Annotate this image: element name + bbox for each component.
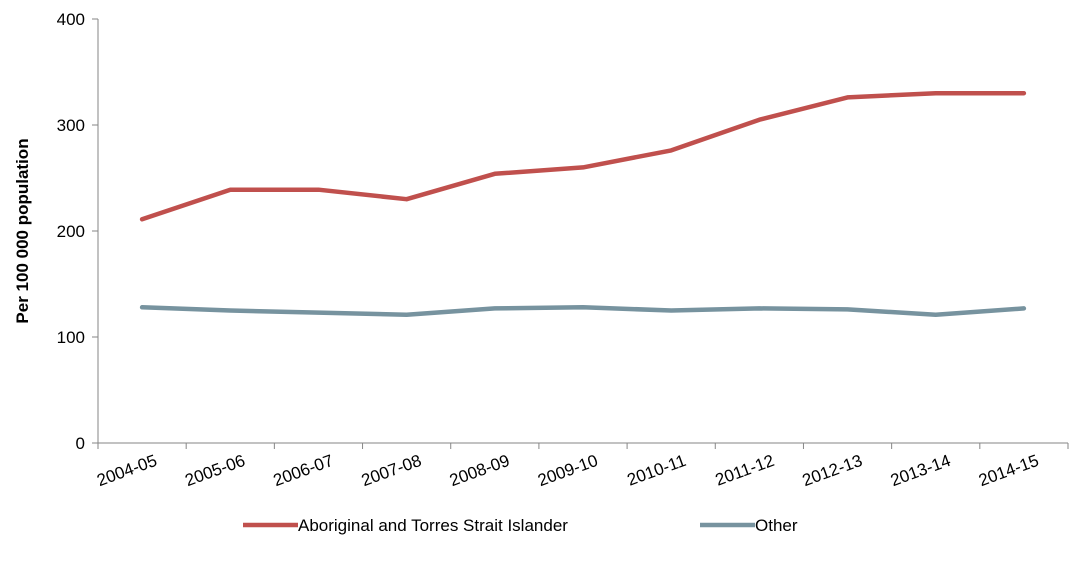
chart-axes (92, 18, 1069, 449)
y-tick-label: 100 (57, 328, 85, 347)
legend-label: Other (755, 516, 798, 535)
x-tick-label: 2014-15 (976, 451, 1041, 490)
x-tick-label: 2011-12 (713, 451, 777, 490)
x-tick-label: 2005-06 (183, 451, 248, 490)
chart-series (139, 90, 1027, 317)
x-tick-label: 2004-05 (94, 451, 159, 490)
x-tick-label: 2007-08 (359, 451, 424, 490)
y-tick-label: 400 (57, 10, 85, 29)
y-tick-label: 200 (57, 222, 85, 241)
series-line-1 (139, 90, 1027, 222)
x-tick-label: 2010-11 (625, 451, 689, 490)
x-tick-label: 2008-09 (447, 451, 512, 490)
x-axis-tick-labels: 2004-05 2005-06 2006-07 2007-08 2008-09 2009-… (94, 451, 1041, 490)
legend-label: Aboriginal and Torres Strait Islander (298, 516, 568, 535)
x-tick-label: 2009-10 (535, 451, 600, 490)
chart-legend: Aboriginal and Torres Strait Islander Oth… (243, 516, 798, 535)
y-axis-title: Per 100 000 population (13, 138, 32, 323)
y-axis-tick-labels: 0 100 200 300 400 (57, 10, 85, 453)
y-tick-label: 300 (57, 116, 85, 135)
x-tick-label: 2012-13 (800, 451, 865, 490)
x-tick-label: 2006-07 (271, 451, 336, 490)
y-tick-label: 0 (76, 434, 85, 453)
series-line-2 (139, 305, 1027, 317)
x-tick-label: 2013-14 (888, 451, 953, 490)
